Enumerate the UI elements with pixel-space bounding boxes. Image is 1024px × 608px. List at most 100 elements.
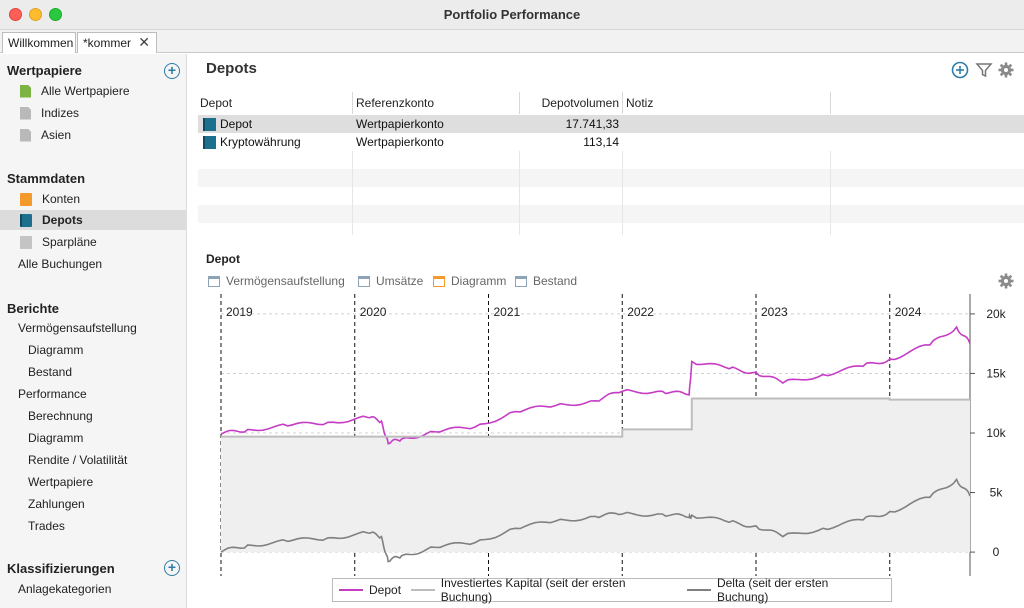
sidebar-item-sparplaene[interactable]: Sparpläne <box>0 232 186 252</box>
x-tick-label: 2020 <box>360 305 387 319</box>
y-tick-label: 20k <box>986 307 1006 321</box>
sidebar-item-alle-wertpapiere[interactable]: Alle Wertpapiere <box>0 81 186 101</box>
x-tick-label: 2024 <box>895 305 922 319</box>
depot-chart[interactable]: 20k 15k 10k 5k 0 2019 2020 2021 2022 2023 2024 <box>188 294 1024 576</box>
depot-icon <box>20 213 32 227</box>
legend-item-investiertes-kapital[interactable]: Investiertes Kapital (seit der ersten Bu… <box>411 576 677 604</box>
page-title: Depots <box>206 60 257 77</box>
tab-label: *kommer <box>83 36 132 50</box>
editor-tab-bar: Willkommen *kommer ✕ <box>0 30 1024 53</box>
chart-settings-icon[interactable] <box>997 272 1015 290</box>
sidebar-item-label: Sparpläne <box>42 235 97 249</box>
sidebar-item-label: Trades <box>28 519 65 533</box>
table-header: Depot Referenzkonto Depotvolumen Notiz <box>198 92 1024 116</box>
gear-icon[interactable] <box>997 61 1015 79</box>
sidebar-item-label: Rendite / Volatilität <box>28 453 128 467</box>
sidebar-item-berechnung[interactable]: Berechnung <box>0 406 186 426</box>
sidebar-item-performance[interactable]: Performance <box>0 384 186 404</box>
chart-legend: Depot Investiertes Kapital (seit der ers… <box>332 576 892 604</box>
column-separator[interactable] <box>830 92 831 114</box>
sidebar-item-alle-buchungen[interactable]: Alle Buchungen <box>0 254 186 274</box>
legend-swatch <box>411 589 435 591</box>
table-row[interactable]: Kryptowährung Wertpapierkonto 113,14 <box>198 133 1024 151</box>
sidebar: Wertpapiere + Alle Wertpapiere Indizes A… <box>0 54 187 608</box>
tab-label: Vermögensaufstellung <box>226 274 345 288</box>
empty-row <box>198 169 1024 187</box>
tab-diagramm[interactable]: Diagramm <box>433 274 506 288</box>
legend-item-depot[interactable]: Depot <box>339 583 401 597</box>
tab-kommer[interactable]: *kommer ✕ <box>77 32 157 53</box>
sidebar-item-wertpapiere[interactable]: Wertpapiere <box>0 472 186 492</box>
legend-label: Depot <box>369 583 402 597</box>
y-tick-label: 5k <box>990 486 1004 500</box>
tab-icon <box>358 275 370 287</box>
depot-icon <box>203 136 216 149</box>
sidebar-item-depots[interactable]: Depots <box>0 210 186 230</box>
column-separator[interactable] <box>352 92 353 114</box>
sidebar-item-indizes[interactable]: Indizes <box>0 103 186 123</box>
sidebar-item-rendite-volatilitaet[interactable]: Rendite / Volatilität <box>0 450 186 470</box>
series-line-invested <box>221 397 970 438</box>
sidebar-item-bestand[interactable]: Bestand <box>0 362 186 382</box>
maximize-window-button[interactable] <box>49 8 62 21</box>
tab-icon <box>433 275 445 287</box>
tab-willkommen[interactable]: Willkommen <box>2 32 76 53</box>
tab-icon <box>208 275 220 287</box>
tab-umsaetze[interactable]: Umsätze <box>358 274 423 288</box>
grid-line <box>352 151 353 235</box>
account-icon <box>20 192 32 206</box>
sidebar-item-asien[interactable]: Asien <box>0 125 186 145</box>
sidebar-item-label: Konten <box>42 192 81 206</box>
close-tab-icon[interactable]: ✕ <box>138 34 150 50</box>
section-klassifizierungen: Klassifizierungen <box>7 561 115 576</box>
document-icon <box>20 106 31 120</box>
tab-label: Diagramm <box>451 274 507 288</box>
column-header-referenzkonto[interactable]: Referenzkonto <box>356 96 435 110</box>
sidebar-item-label: Diagramm <box>28 343 84 357</box>
sidebar-item-zahlungen[interactable]: Zahlungen <box>0 494 186 514</box>
legend-item-delta[interactable]: Delta (seit der ersten Buchung) <box>687 576 881 604</box>
sidebar-item-diagramm[interactable]: Diagramm <box>0 340 186 360</box>
column-header-depotvolumen[interactable]: Depotvolumen <box>541 96 619 110</box>
tab-icon <box>515 275 527 287</box>
column-header-depot[interactable]: Depot <box>200 96 233 110</box>
sidebar-item-label: Diagramm <box>28 431 84 445</box>
column-header-notiz[interactable]: Notiz <box>626 96 654 110</box>
sidebar-item-anlagekategorien[interactable]: Anlagekategorien <box>0 579 186 599</box>
savings-plan-icon <box>20 235 32 249</box>
series-line-depot <box>220 325 971 445</box>
y-tick-label: 10k <box>986 426 1006 440</box>
grid-line <box>622 151 623 235</box>
tab-vermoegensaufstellung[interactable]: Vermögensaufstellung <box>208 274 345 288</box>
sidebar-item-label: Asien <box>41 128 72 142</box>
tab-bestand[interactable]: Bestand <box>515 274 577 288</box>
filter-icon[interactable] <box>975 61 993 79</box>
section-stammdaten: Stammdaten <box>7 171 86 186</box>
add-wertpapier-icon[interactable]: + <box>164 63 180 79</box>
legend-swatch <box>339 589 363 591</box>
sidebar-item-label: Anlagekategorien <box>18 582 112 596</box>
cell-referenzkonto: Wertpapierkonto <box>356 117 444 131</box>
add-klassifizierung-icon[interactable]: + <box>164 560 180 576</box>
sidebar-item-trades[interactable]: Trades <box>0 516 186 536</box>
x-tick-label: 2023 <box>761 305 788 319</box>
sidebar-item-performance-diagramm[interactable]: Diagramm <box>0 428 186 448</box>
column-separator[interactable] <box>519 92 520 114</box>
column-separator[interactable] <box>622 92 623 114</box>
close-window-button[interactable] <box>9 8 22 21</box>
x-tick-label: 2022 <box>627 305 654 319</box>
sidebar-item-label: Depots <box>42 213 83 227</box>
chart-panel-title: Depot <box>206 252 240 266</box>
sidebar-item-label: Zahlungen <box>28 497 85 511</box>
sidebar-item-vermoegensaufstellung[interactable]: Vermögensaufstellung <box>0 318 186 338</box>
add-depot-icon[interactable] <box>951 61 969 79</box>
sidebar-item-konten[interactable]: Konten <box>0 189 186 209</box>
cell-depot-name: Kryptowährung <box>220 135 301 149</box>
tab-label: Umsätze <box>376 274 424 288</box>
minimize-window-button[interactable] <box>29 8 42 21</box>
tab-label: Bestand <box>533 274 578 288</box>
table-row[interactable]: Depot Wertpapierkonto 17.741,33 <box>198 115 1024 133</box>
y-tick-label: 0 <box>993 545 1000 559</box>
sidebar-item-label: Vermögensaufstellung <box>18 321 137 335</box>
